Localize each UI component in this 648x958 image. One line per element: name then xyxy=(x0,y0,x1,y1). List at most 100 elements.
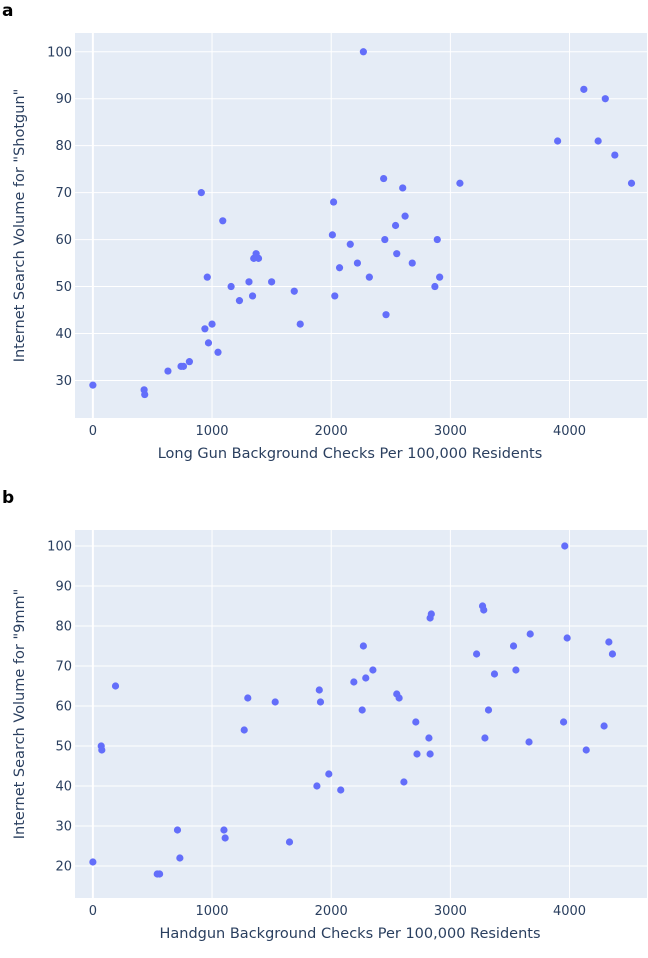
y-tick-label: 70 xyxy=(55,660,72,675)
x-tick-label: 3000 xyxy=(434,424,467,439)
data-point-b xyxy=(98,746,106,754)
data-point-b xyxy=(325,770,333,778)
data-point-a xyxy=(214,348,222,356)
panel-label-a: a xyxy=(2,1,13,21)
data-point-a xyxy=(580,85,588,93)
x-tick-label: 1000 xyxy=(195,904,228,919)
y-tick-label: 60 xyxy=(55,700,72,715)
data-point-a xyxy=(204,339,213,347)
data-point-b xyxy=(582,746,590,754)
plot-area-b xyxy=(75,530,647,898)
data-point-a xyxy=(201,325,209,333)
data-point-b xyxy=(176,854,184,862)
x-tick-label: 4000 xyxy=(553,904,586,919)
data-point-b xyxy=(559,718,568,726)
data-point-b xyxy=(111,682,120,690)
data-point-a xyxy=(185,358,193,366)
data-point-b xyxy=(316,698,325,706)
data-point-a xyxy=(219,217,227,225)
data-point-b xyxy=(427,610,435,618)
data-point-b xyxy=(89,858,97,866)
y-tick-label: 60 xyxy=(55,233,72,248)
y-tick-label: 30 xyxy=(55,374,72,389)
data-point-a xyxy=(393,250,401,258)
data-point-a xyxy=(431,282,439,291)
data-point-a xyxy=(235,297,244,305)
y-tick-label: 40 xyxy=(55,327,72,342)
data-point-a xyxy=(408,259,416,267)
data-point-a xyxy=(346,240,354,248)
data-point-a xyxy=(164,367,172,375)
data-point-b xyxy=(271,698,279,706)
data-point-a xyxy=(254,254,263,262)
data-point-a xyxy=(208,320,216,328)
data-point-b xyxy=(413,750,421,758)
data-point-a xyxy=(245,278,253,286)
data-point-a xyxy=(227,282,235,291)
data-point-a xyxy=(179,362,188,370)
x-tick-label: 4000 xyxy=(553,424,586,439)
data-point-a xyxy=(329,198,338,206)
data-point-a xyxy=(382,311,390,319)
data-point-b xyxy=(481,734,489,742)
data-point-a xyxy=(611,151,619,159)
data-point-a xyxy=(391,221,400,230)
data-point-b xyxy=(412,718,420,726)
data-point-b xyxy=(156,870,164,878)
data-point-b xyxy=(526,630,534,638)
tick-labels-a: 0 1000 2000 3000 4000 30 40 50 60 70 80 90 100 xyxy=(47,45,586,439)
panel-a: a 0 1000 2000 3000 4000 30 40 50 60 70 80 90 100 Lon… xyxy=(2,1,647,462)
y-tick-label: 40 xyxy=(55,780,72,795)
y-tick-label: 50 xyxy=(55,740,72,755)
gridlines-b xyxy=(75,530,647,898)
data-point-a xyxy=(433,235,441,244)
data-point-a xyxy=(399,184,407,192)
panel-label-b: b xyxy=(2,488,14,508)
y-tick-label: 70 xyxy=(55,186,72,201)
data-point-b xyxy=(220,826,228,834)
panel-b: b 0 1000 2000 3000 4000 20 30 40 50 60 70 80 90 100 H… xyxy=(2,488,647,942)
scatter-points-b xyxy=(89,542,617,878)
y-tick-label: 100 xyxy=(47,540,72,555)
data-point-b xyxy=(484,706,493,714)
data-point-b xyxy=(369,666,377,674)
data-point-a xyxy=(380,174,388,183)
data-point-b xyxy=(608,650,617,658)
data-point-b xyxy=(509,642,518,650)
y-tick-label: 100 xyxy=(47,45,72,60)
data-point-a xyxy=(601,95,609,103)
y-tick-label: 20 xyxy=(55,860,72,875)
data-point-a xyxy=(290,287,298,295)
data-point-b xyxy=(350,678,358,686)
data-point-b xyxy=(490,670,499,678)
data-point-a xyxy=(248,292,257,300)
data-point-a xyxy=(268,278,276,286)
data-point-b xyxy=(244,694,252,702)
data-point-b xyxy=(337,786,345,794)
y-axis-title-a: Internet Search Volume for "Shotgun" xyxy=(12,89,28,363)
y-tick-label: 80 xyxy=(55,620,72,635)
y-tick-label: 30 xyxy=(55,820,72,835)
x-tick-label: 3000 xyxy=(434,904,467,919)
data-point-a xyxy=(359,48,367,56)
data-point-b xyxy=(221,834,229,842)
data-point-b xyxy=(400,778,408,786)
data-point-a xyxy=(296,320,304,328)
data-point-b xyxy=(605,638,613,646)
data-point-b xyxy=(600,722,608,730)
y-tick-label: 80 xyxy=(55,139,72,154)
x-axis-title-b: Handgun Background Checks Per 100,000 Re… xyxy=(159,926,540,942)
y-axis-title-b: Internet Search Volume for "9mm" xyxy=(12,589,28,840)
data-point-a xyxy=(365,273,373,281)
data-point-b xyxy=(362,674,370,682)
data-point-a xyxy=(141,390,149,399)
data-point-a xyxy=(627,179,636,187)
data-point-b xyxy=(240,726,248,734)
data-point-b xyxy=(313,782,321,790)
data-point-a xyxy=(401,212,409,220)
data-point-b xyxy=(525,738,533,746)
data-point-a xyxy=(554,137,562,145)
data-point-a xyxy=(456,179,464,187)
y-tick-label: 50 xyxy=(55,280,72,295)
